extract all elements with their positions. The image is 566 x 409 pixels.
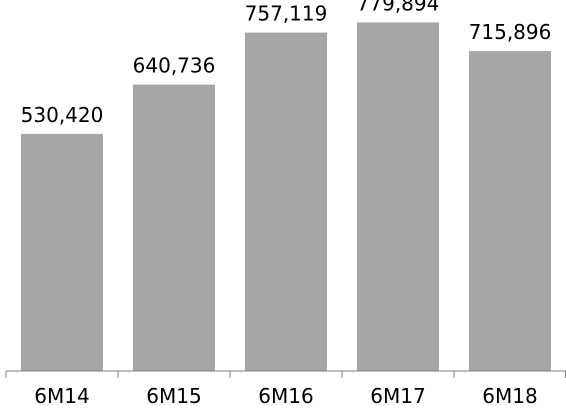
data-label-6m16: 757,119 <box>245 2 328 26</box>
bar-6m17 <box>357 22 439 372</box>
x-tick-label-6m14: 6M14 <box>34 384 89 408</box>
data-label-6m14: 530,420 <box>21 103 104 127</box>
bars-group <box>21 22 551 372</box>
bar-6m16 <box>245 32 327 371</box>
bar-6m18 <box>469 51 551 371</box>
x-axis-tick-labels-group: 6M14 6M15 6M16 6M17 6M18 <box>34 384 537 408</box>
data-label-6m15: 640,736 <box>133 54 216 78</box>
x-axis-ticks-group <box>5 371 566 378</box>
bar-6m15 <box>133 84 215 371</box>
bar-6m14 <box>21 133 103 371</box>
x-tick-label-6m18: 6M18 <box>482 384 537 408</box>
data-label-6m18: 715,896 <box>469 20 552 44</box>
x-tick-label-6m16: 6M16 <box>258 384 313 408</box>
x-tick-label-6m17: 6M17 <box>370 384 425 408</box>
x-tick-label-6m15: 6M15 <box>146 384 201 408</box>
data-label-6m17: 779,894 <box>357 0 440 15</box>
data-labels-group: 530,420 640,736 757,119 779,894 715,896 <box>21 0 552 127</box>
